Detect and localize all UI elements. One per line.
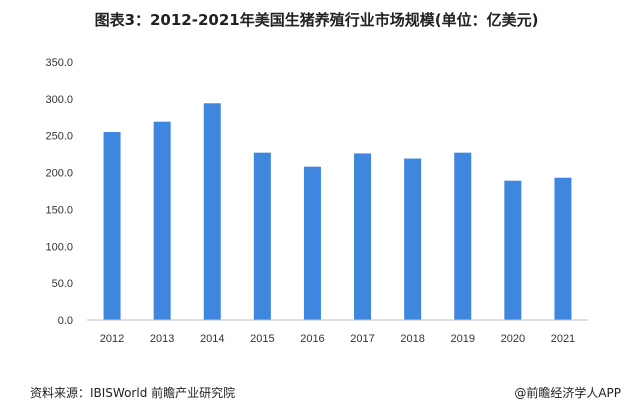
bar-2016: [303, 166, 321, 320]
bar-2015: [253, 152, 271, 320]
chart-title: 图表3：2012-2021年美国生猪养殖行业市场规模(单位：亿美元): [94, 11, 539, 29]
bar-2019: [454, 152, 472, 320]
x-tick-label: 2015: [250, 333, 274, 345]
y-tick-label: 100.0: [45, 241, 73, 253]
x-tick-label: 2013: [150, 333, 174, 345]
x-tick-label: 2019: [451, 333, 475, 345]
bar-2017: [354, 153, 372, 320]
y-tick-label: 200.0: [45, 168, 73, 180]
y-tick-label: 50.0: [52, 278, 73, 290]
y-tick-label: 250.0: [45, 131, 73, 143]
x-tick-label: 2012: [100, 333, 124, 345]
x-tick-label: 2017: [350, 333, 374, 345]
x-tick-label: 2016: [300, 333, 324, 345]
x-tick-label: 2020: [501, 333, 525, 345]
x-axis: 2012 2013 2014 2015 2016 2017 2018 2019 2020 2021: [100, 333, 575, 345]
y-tick-label: 150.0: [45, 204, 73, 216]
credit-note: @前瞻经济学人APP: [514, 386, 621, 400]
y-tick-label: 350.0: [45, 57, 73, 69]
bar-2013: [153, 121, 171, 320]
x-tick-label: 2018: [400, 333, 424, 345]
bars-group: [103, 103, 572, 320]
bar-2021: [554, 177, 572, 320]
y-tick-label: 300.0: [45, 94, 73, 106]
x-tick-label: 2014: [200, 333, 224, 345]
bar-2014: [203, 103, 221, 320]
bar-2018: [404, 158, 422, 320]
x-tick-label: 2021: [551, 333, 575, 345]
y-tick-label: 0.0: [58, 315, 73, 327]
bar-2012: [103, 132, 121, 320]
y-axis: 0.0 50.0 100.0 150.0 200.0 250.0 300.0 350.0: [45, 57, 73, 327]
source-note: 资料来源：IBISWorld 前瞻产业研究院: [30, 386, 236, 400]
bar-2020: [504, 180, 522, 320]
